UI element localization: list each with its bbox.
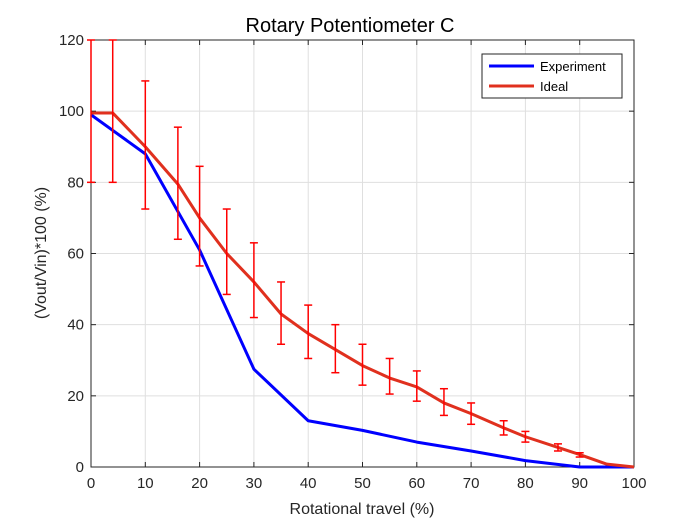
x-tick-label: 10 [137,475,154,492]
error-bar [173,126,182,241]
x-tick-label: 30 [246,475,263,492]
error-bar [499,419,508,436]
error-bar [521,430,530,443]
error-bar [304,304,313,360]
error-bar [575,452,584,458]
error-bar [108,39,117,184]
error-bar [195,165,204,267]
legend-label-experiment: Experiment [540,59,606,74]
x-tick-label: 20 [191,475,208,492]
axis-ticks: 0 10 20 30 40 50 60 70 80 90 100 0 20 40 60 80 100 120 [59,32,647,492]
legend-box [481,53,623,99]
x-tick-label: 0 [87,475,95,492]
x-tick-label: 50 [354,475,371,492]
error-bar [331,323,340,374]
y-tick-label: 100 [59,103,84,120]
error-bar [358,343,367,386]
x-tick-label: 40 [300,475,317,492]
series-line-experiment [90,113,634,469]
error-bar [277,281,286,345]
y-axis-label: (Vout/Vin)*100 (%) [33,187,50,319]
x-tick-label: 80 [517,475,534,492]
y-tick-label: 60 [67,246,84,263]
legend: Experiment Ideal [481,53,623,99]
y-tick-label: 0 [76,459,84,476]
y-tick-label: 40 [67,317,84,334]
error-bar [249,242,258,319]
error-bar [222,208,231,296]
x-tick-label: 90 [571,475,588,492]
error-bar [141,80,150,210]
y-tick-label: 80 [67,174,84,191]
error-bars [87,39,584,458]
y-tick-label: 120 [59,32,84,49]
error-bar [467,402,476,426]
x-tick-label: 100 [621,475,646,492]
chart-title: Rotary Potentiometer C [246,15,455,37]
y-tick-label: 20 [67,388,84,405]
x-axis-label: Rotational travel (%) [290,501,435,518]
error-bar [87,39,95,184]
legend-label-ideal: Ideal [540,79,568,94]
x-tick-label: 60 [408,475,425,492]
error-bar [412,370,421,402]
x-tick-label: 70 [463,475,480,492]
error-bar [439,387,448,417]
error-bar [553,443,562,452]
error-bar [385,357,394,395]
